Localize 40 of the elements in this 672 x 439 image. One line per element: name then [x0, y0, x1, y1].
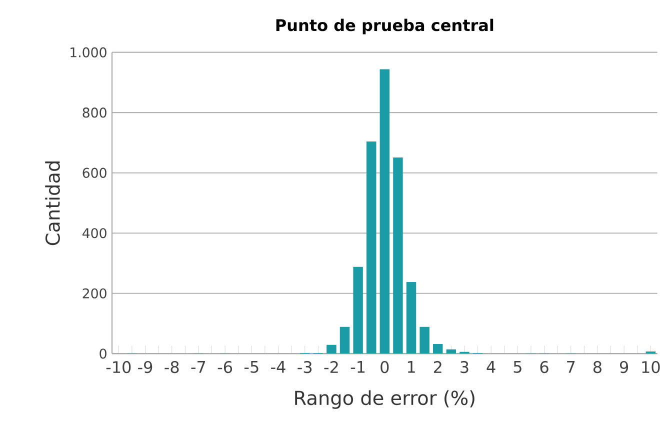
- x-tick-label: 4: [486, 361, 496, 373]
- y-tick-label: 800: [82, 108, 106, 118]
- bar: [406, 282, 416, 354]
- x-tick-label: 2: [434, 361, 442, 373]
- chart-title: Punto de prueba central: [276, 18, 494, 34]
- y-tick-label: 600: [82, 168, 106, 178]
- y-axis-title: Cantidad: [45, 162, 60, 246]
- x-tick-label: -7: [191, 361, 206, 373]
- y-tick-label: 400: [82, 228, 106, 238]
- x-tick-label: -6: [218, 361, 232, 374]
- y-tick-label: 0: [100, 348, 106, 359]
- bar: [326, 344, 336, 354]
- bar: [433, 344, 443, 354]
- x-tick-label: 6: [540, 361, 548, 374]
- bar: [353, 266, 363, 354]
- x-tick-label: 5: [514, 361, 522, 373]
- x-tick-label: -9: [138, 361, 152, 374]
- x-tick-label: 0: [380, 361, 389, 374]
- x-tick-label: 8: [593, 361, 602, 374]
- x-tick-label: -3: [298, 361, 312, 374]
- bar: [340, 326, 350, 354]
- x-tick-label: -8: [164, 361, 179, 374]
- x-tick-label: -10: [106, 361, 131, 374]
- y-tick-label: 1.000: [70, 47, 106, 58]
- bar: [366, 142, 376, 354]
- x-tick-label: 1: [408, 361, 415, 373]
- x-tick-label: 7: [567, 361, 575, 373]
- x-tick-label: -1: [350, 361, 365, 373]
- y-tick-label: 200: [82, 288, 106, 298]
- x-tick-label: -4: [271, 361, 286, 373]
- x-tick-label: -5: [244, 361, 258, 373]
- x-tick-label: 3: [460, 361, 468, 374]
- bar: [446, 349, 456, 354]
- bar: [393, 157, 403, 354]
- x-tick-label: 9: [620, 361, 628, 374]
- x-axis-title: Rango de error (%): [295, 390, 474, 409]
- bar: [420, 326, 430, 354]
- bar: [380, 69, 390, 354]
- x-tick-label: -2: [324, 361, 338, 373]
- x-tick-label: 10: [642, 361, 660, 374]
